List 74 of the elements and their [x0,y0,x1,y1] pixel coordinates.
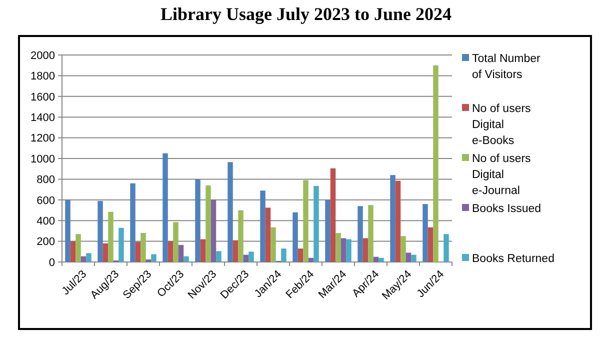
bar [428,227,434,262]
bar [228,162,233,262]
bar [130,183,136,262]
bar [65,200,70,262]
bar [210,200,216,262]
chart-title: Library Usage July 2023 to June 2024 [160,4,452,24]
y-tick-label: 1600 [30,91,55,104]
bar [336,233,341,262]
bar [178,244,184,262]
legend-label: No of users Digital e-Books [472,103,532,148]
y-tick-label: 1000 [30,153,55,166]
bar [308,258,314,262]
y-tick-label: 1400 [30,112,55,124]
bar [206,185,211,262]
bar [281,248,286,262]
bar [411,254,416,262]
y-tick-label: 1800 [30,70,55,83]
bar [330,168,336,262]
bar [260,190,266,262]
bar [195,179,200,262]
y-tick-label: 800 [36,174,55,186]
bar [232,240,238,262]
bar [98,200,103,262]
bar [362,238,368,262]
bar [135,242,141,262]
bar [102,243,108,262]
bar [146,259,152,262]
y-tick-label: 200 [36,236,55,248]
bar [238,210,244,262]
bar [395,180,401,262]
y-tick-label: 2000 [30,50,55,62]
bar [406,252,412,262]
bar [292,212,298,262]
bar [184,256,189,262]
bar [168,241,174,262]
bar [346,239,352,262]
bar [358,206,363,262]
bar [118,228,124,262]
bar [314,186,319,262]
bar [270,227,276,262]
bar [86,253,92,262]
bar [173,222,178,262]
bar [162,153,168,262]
bar [200,239,206,262]
bar [373,256,379,262]
bar [151,254,156,262]
y-tick-label: 1200 [30,132,55,145]
bar [265,208,271,262]
bar [216,251,222,262]
bar [422,204,428,262]
legend-label: Books Issued [472,203,542,216]
bar [248,252,254,262]
bar [76,234,81,262]
bar [378,258,384,262]
bar [325,200,330,262]
legend-label: No of users Digital e-Journal [472,153,532,198]
legend-label: Books Returned [472,253,554,266]
legend-label: Total Number of Visitors [472,53,541,82]
bar [433,65,438,262]
bar [108,212,114,262]
bar [303,180,308,262]
bar [80,256,86,262]
y-tick-label: 400 [36,215,55,228]
bar [400,236,406,262]
y-tick-label: 0 [48,256,55,269]
bar [298,248,304,262]
y-tick-label: 600 [36,194,55,207]
bar [444,234,449,262]
bar [368,205,374,262]
bar [340,238,346,262]
bar [70,241,76,262]
bar [243,254,249,262]
bar [140,233,146,262]
bar [390,175,396,262]
